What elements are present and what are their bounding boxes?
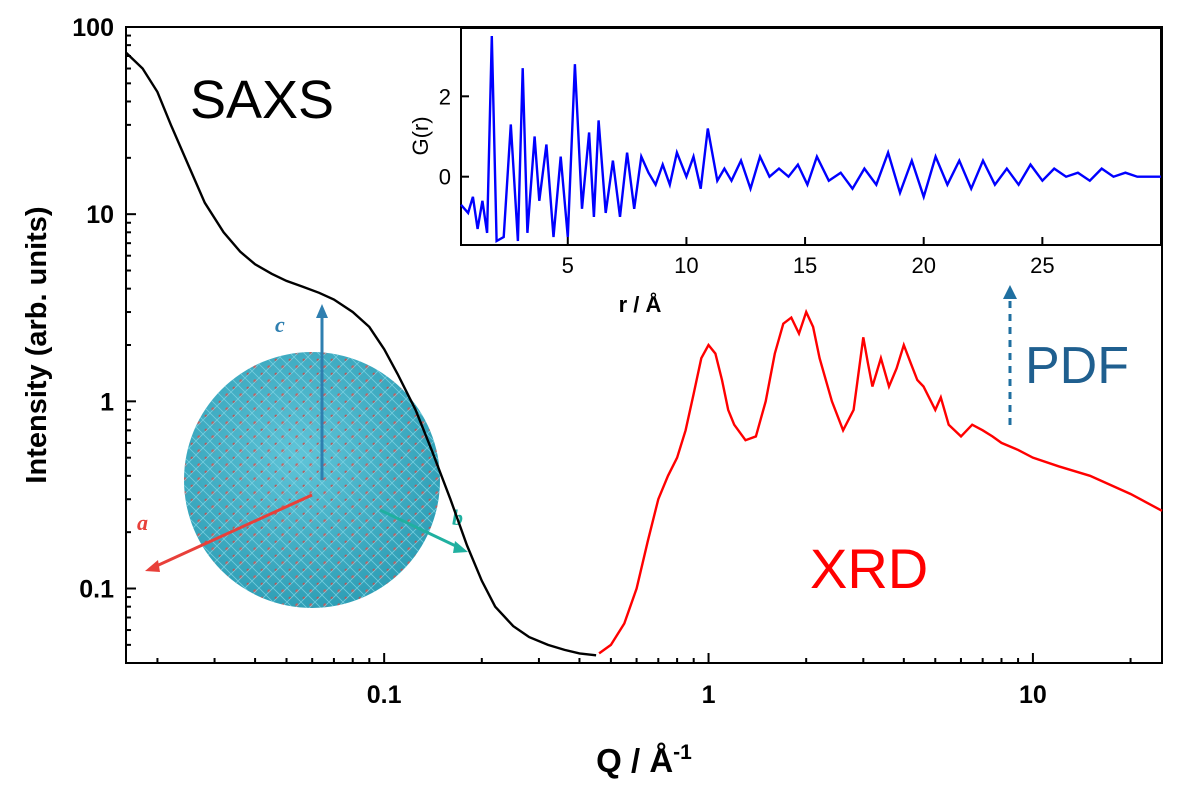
axis-label-a: a (137, 510, 148, 535)
saxs-label: SAXS (190, 70, 334, 130)
inset-x-tick-label: 10 (674, 253, 698, 278)
inset-y-tick-label: 0 (439, 165, 451, 190)
inset-y-tick-label: 2 (439, 84, 451, 109)
x-axis-title-sup: -1 (673, 741, 692, 764)
inset-ticks: 5 10 15 20 25 0 2 (439, 84, 1055, 278)
y-tick-label: 100 (72, 14, 114, 42)
xrd-series-line (598, 308, 1163, 655)
pdf-arrow-head (1003, 285, 1017, 299)
inset-x-tick-label: 5 (562, 253, 574, 278)
inset-y-axis-title: G(r) (408, 116, 433, 155)
xrd-label: XRD (810, 537, 928, 600)
x-tick-label: 1 (702, 681, 716, 709)
inset-plot-frame (460, 27, 1162, 246)
x-axis-title: Q / Å-1 (596, 741, 692, 779)
y-tick-label: 10 (86, 201, 114, 229)
inset-x-tick-label: 25 (1030, 253, 1054, 278)
inset-x-axis-title: r / Å (619, 291, 662, 317)
y-tick-label: 0.1 (79, 576, 114, 604)
axis-label-c: c (275, 312, 285, 337)
inset-x-tick-label: 20 (911, 253, 935, 278)
pdf-series-line (460, 35, 1161, 244)
x-axis-title-text: Q / Å (596, 742, 673, 779)
inset-x-tick-label: 15 (793, 253, 817, 278)
y-axis-title: Intensity (arb. units) (21, 206, 53, 483)
x-tick-label: 0.1 (367, 681, 402, 709)
y-tick-label: 1 (100, 388, 114, 416)
saxs-series-line (125, 51, 597, 657)
nanoparticle-illustration: c a b (137, 304, 468, 608)
x-tick-label: 10 (1019, 681, 1047, 709)
pdf-label: PDF (1025, 337, 1129, 395)
